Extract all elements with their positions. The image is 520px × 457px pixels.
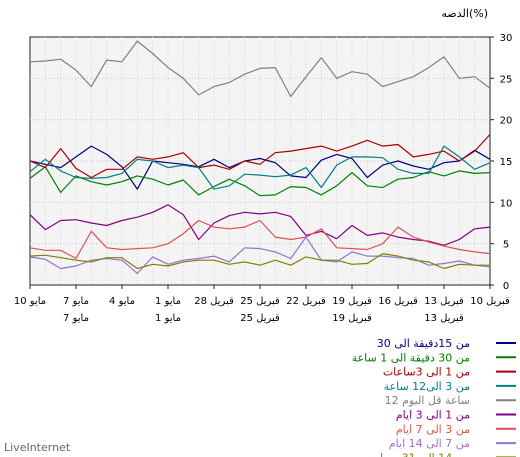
y-tick-label: 5 [503,240,509,251]
x-tick-label: 16 قبريل [378,296,418,307]
x-tick-label: 28 قبريل [194,296,234,307]
legend-label: من 7 الى 14 ايام [389,437,470,450]
y-tick-label: 0 [503,281,509,292]
x-tick-label: 4 مايو [109,296,135,307]
series-line [29,134,491,179]
y-tick-label: 30 [500,33,513,44]
series-line [29,204,491,246]
series-line [29,40,491,98]
series-line [29,145,491,190]
x-tick-label-secondary: 19 قبريل [332,313,372,324]
x-tick-label-secondary: 25 قبريل [240,313,280,324]
x-tick-label: 25 قبريل [240,296,280,307]
x-tick-label: 22 قبريل [286,296,326,307]
x-tick-label-secondary: 1 مايو [155,313,181,324]
y-tick-label: 15 [500,157,513,168]
legend-label: من 3 الى12 ساعة [384,380,470,393]
legend-label: من 14 الى 31 يوما [380,451,470,457]
legend-label: من 3 الى 7 ايام [396,423,470,436]
legend-label: من 30 دقيقة الى 1 ساعة [352,351,470,364]
y-axis-label: الدصه(%) [442,7,488,20]
series-line [29,253,490,270]
y-tick-label: 10 [500,198,513,209]
x-tick-label: 10 قبريل [470,296,510,307]
series-line [29,219,491,260]
series-line [29,166,491,197]
footer-brand: LiveInternet [4,441,71,454]
series-line [29,236,491,274]
series-line [29,145,491,190]
x-tick-label: 19 قبريل [332,296,372,307]
x-tick-label: 10 مايو [14,296,46,307]
y-tick-label: 20 [500,116,513,127]
axis-layer: 0 5 10 15 20 25 30 10 قبريل 13 قبريل 16 قبريل 19 ق… [14,33,513,324]
legend-label: 12 ساعة قل اليوم [385,394,470,407]
x-tick-label: 13 قبريل [424,296,464,307]
legend-label: من 15دقيقة الى 30 [377,337,470,350]
x-tick-label-secondary: 13 قبريل [424,313,464,324]
x-tick-label: 1 مايو [155,296,181,307]
legend-label: من 1 الى 3ساعات [383,366,470,379]
x-tick-label-secondary: 7 مايو [63,313,89,324]
y-tick-label: 25 [500,74,513,85]
series-layer [29,40,491,274]
legend-label: من 1 الى 3 ايام [396,409,470,422]
x-tick-label: 7 مايو [63,296,89,307]
